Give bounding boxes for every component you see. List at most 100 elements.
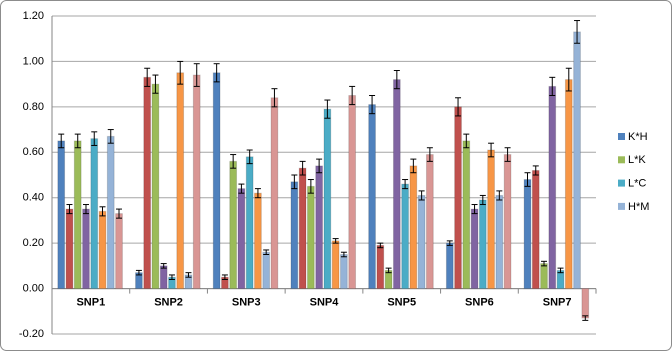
bar	[425, 154, 434, 290]
x-tick-label: SNP6	[465, 296, 494, 308]
bar	[65, 208, 74, 290]
bar	[237, 188, 246, 290]
bar	[531, 169, 540, 290]
bar	[290, 181, 299, 290]
bar	[503, 154, 512, 290]
y-tick-label: 0.00	[23, 282, 44, 294]
bar	[57, 140, 66, 290]
error-bar	[168, 274, 175, 280]
error-bar	[307, 179, 314, 194]
error-bar	[221, 274, 228, 280]
error-bar	[402, 179, 409, 190]
bar	[229, 160, 238, 290]
error-bar	[488, 142, 495, 158]
error-bar	[385, 267, 392, 274]
error-bar	[377, 242, 384, 249]
bar	[82, 208, 90, 290]
y-tick-label: 0.40	[23, 192, 44, 204]
error-bar	[185, 272, 192, 278]
bar	[487, 149, 495, 290]
bar	[376, 244, 385, 290]
bar	[368, 104, 376, 290]
error-bar	[455, 97, 462, 117]
error-bar	[82, 204, 89, 215]
bar	[315, 165, 324, 290]
bar	[340, 254, 348, 290]
error-bar	[418, 190, 425, 201]
x-tick-label: SNP5	[387, 296, 416, 308]
error-bar	[393, 70, 400, 90]
bar	[151, 83, 160, 290]
bar	[159, 265, 168, 290]
error-bar	[410, 158, 417, 174]
y-tick-label: 1.20	[23, 10, 44, 22]
y-tick-label: 0.20	[23, 237, 44, 249]
error-bar	[496, 190, 503, 201]
bar	[470, 208, 479, 290]
x-tick-label: SNP2	[154, 296, 183, 308]
error-bar	[74, 133, 81, 149]
y-tick-label: -0.20	[19, 328, 44, 340]
legend-swatch	[618, 179, 625, 187]
error-bar	[299, 160, 306, 176]
bar	[245, 156, 254, 290]
bar	[401, 183, 409, 290]
x-tick-label: SNP1	[76, 296, 105, 308]
error-bar	[160, 263, 167, 269]
error-bar	[230, 154, 237, 169]
error-bar	[238, 183, 245, 194]
x-tick-label: SNP7	[543, 296, 572, 308]
legend-label: L*K	[628, 154, 646, 166]
bar	[115, 213, 123, 290]
error-bar	[213, 63, 220, 83]
legend-label: L*C	[628, 178, 646, 190]
error-bar	[254, 188, 261, 199]
legend-swatch	[618, 156, 625, 164]
bar	[176, 72, 185, 290]
bar	[348, 95, 357, 290]
legend-swatch	[618, 133, 625, 140]
bar	[445, 242, 454, 290]
legend-label: H*M	[628, 201, 649, 213]
bar	[409, 165, 418, 290]
legend-label: K*H	[628, 131, 648, 143]
error-bar	[479, 194, 486, 206]
error-bar	[349, 85, 356, 106]
bar	[106, 135, 115, 290]
error-bar	[463, 133, 470, 149]
error-bar	[340, 251, 347, 258]
error-bar	[152, 74, 159, 94]
bar	[73, 140, 82, 290]
bar	[192, 74, 201, 290]
bar	[392, 79, 401, 290]
error-bar	[107, 129, 114, 144]
bar	[462, 140, 471, 290]
bar	[262, 251, 271, 290]
bar	[454, 106, 462, 290]
error-bar	[369, 95, 376, 115]
error-bar	[426, 147, 433, 162]
error-bar	[532, 165, 539, 176]
error-bar	[99, 206, 106, 217]
error-bar	[471, 204, 478, 215]
bar	[495, 194, 504, 290]
error-bar	[135, 269, 142, 276]
bar	[540, 263, 548, 290]
error-bar	[144, 67, 151, 87]
error-bar	[271, 88, 278, 108]
error-bar	[446, 240, 453, 246]
x-tick-label: SNP3	[232, 296, 261, 308]
x-tick-label: SNP4	[310, 296, 340, 308]
bar	[573, 31, 581, 290]
error-bar	[332, 238, 339, 244]
bar	[564, 79, 573, 290]
error-bar	[91, 131, 98, 146]
error-bar	[263, 249, 270, 255]
bar	[254, 192, 262, 290]
bar	[212, 72, 221, 290]
bar	[270, 97, 279, 290]
error-bar	[316, 158, 323, 174]
bar	[306, 185, 315, 290]
legend-swatch	[618, 202, 625, 210]
error-bar	[565, 67, 572, 92]
